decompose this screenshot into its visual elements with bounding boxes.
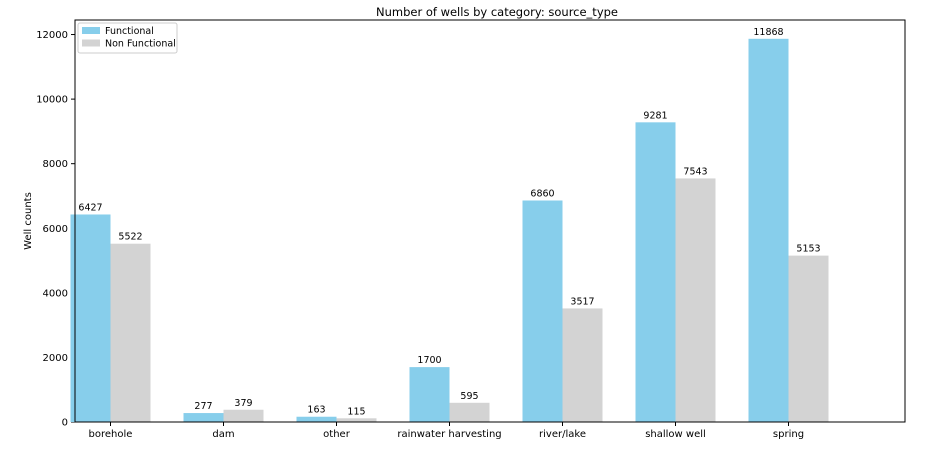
bar-series-group: [70, 38, 829, 422]
x-tick-label: dam: [212, 429, 234, 440]
bar-functional-other: [296, 416, 337, 422]
legend: Functional Non Functional: [77, 22, 178, 54]
x-tick-label: spring: [773, 429, 804, 440]
data-labels-group: 6427 5522 277 379 163 115 1700 595 6860 3517 9281 7…: [78, 27, 820, 417]
bar-functional-borehole: [70, 214, 111, 422]
bar-functional-rainwater-harvesting: [409, 367, 450, 422]
x-tick-label: rainwater harvesting: [397, 429, 501, 440]
plot-frame: [74, 19, 906, 423]
bar-non-functional-rainwater-harvesting: [449, 402, 490, 422]
bar-value-label: 7543: [683, 166, 707, 177]
bar-value-label: 163: [307, 405, 325, 416]
x-axis: borehole dam other rainwater harvesting rive…: [89, 422, 804, 440]
legend-swatch: [82, 27, 100, 34]
bar-value-label: 9281: [643, 110, 667, 121]
y-tick-label: 0: [62, 418, 68, 429]
bar-value-label: 115: [347, 406, 365, 417]
y-axis-label: Well counts: [23, 192, 34, 250]
x-tick-label: river/lake: [539, 429, 586, 440]
bar-non-functional-borehole: [110, 243, 151, 422]
bar-value-label: 3517: [570, 296, 594, 307]
bar-value-label: 277: [194, 401, 212, 412]
y-tick-label: 8000: [43, 159, 68, 170]
y-tick-label: 12000: [36, 30, 68, 41]
legend-swatch: [82, 39, 100, 47]
legend-box: [77, 22, 178, 54]
legend-entry-label: Non Functional: [105, 39, 176, 50]
bar-functional-shallow-well: [635, 122, 676, 422]
bar-functional-river-lake: [522, 200, 563, 422]
x-tick-label: borehole: [89, 429, 133, 440]
bar-non-functional-shallow-well: [675, 178, 716, 422]
bar-non-functional-spring: [788, 255, 829, 422]
x-tick-label: other: [323, 429, 351, 440]
legend-entry-label: Functional: [105, 26, 154, 37]
bar-value-label: 5522: [118, 232, 142, 243]
bar-value-label: 379: [234, 398, 252, 409]
bar-value-label: 6860: [530, 188, 554, 199]
bar-non-functional-river-lake: [562, 308, 603, 422]
bar-value-label: 6427: [78, 202, 102, 213]
bar-value-label: 1700: [417, 355, 441, 366]
bar-value-label: 11868: [753, 27, 783, 38]
bar-non-functional-dam: [223, 409, 264, 422]
bar-functional-spring: [748, 38, 789, 422]
bar-value-label: 5153: [796, 244, 820, 255]
bar-value-label: 595: [460, 391, 478, 402]
y-tick-label: 6000: [43, 224, 68, 235]
y-tick-label: 2000: [43, 353, 68, 364]
bar-functional-dam: [183, 413, 224, 422]
y-tick-label: 10000: [36, 95, 68, 106]
y-axis: 0 2000 4000 6000 8000 10000 12000: [36, 30, 75, 429]
bar-non-functional-other: [336, 418, 377, 422]
chart-title: Number of wells by category: source_type: [376, 5, 618, 19]
y-tick-label: 4000: [43, 288, 68, 299]
x-tick-label: shallow well: [645, 429, 706, 440]
